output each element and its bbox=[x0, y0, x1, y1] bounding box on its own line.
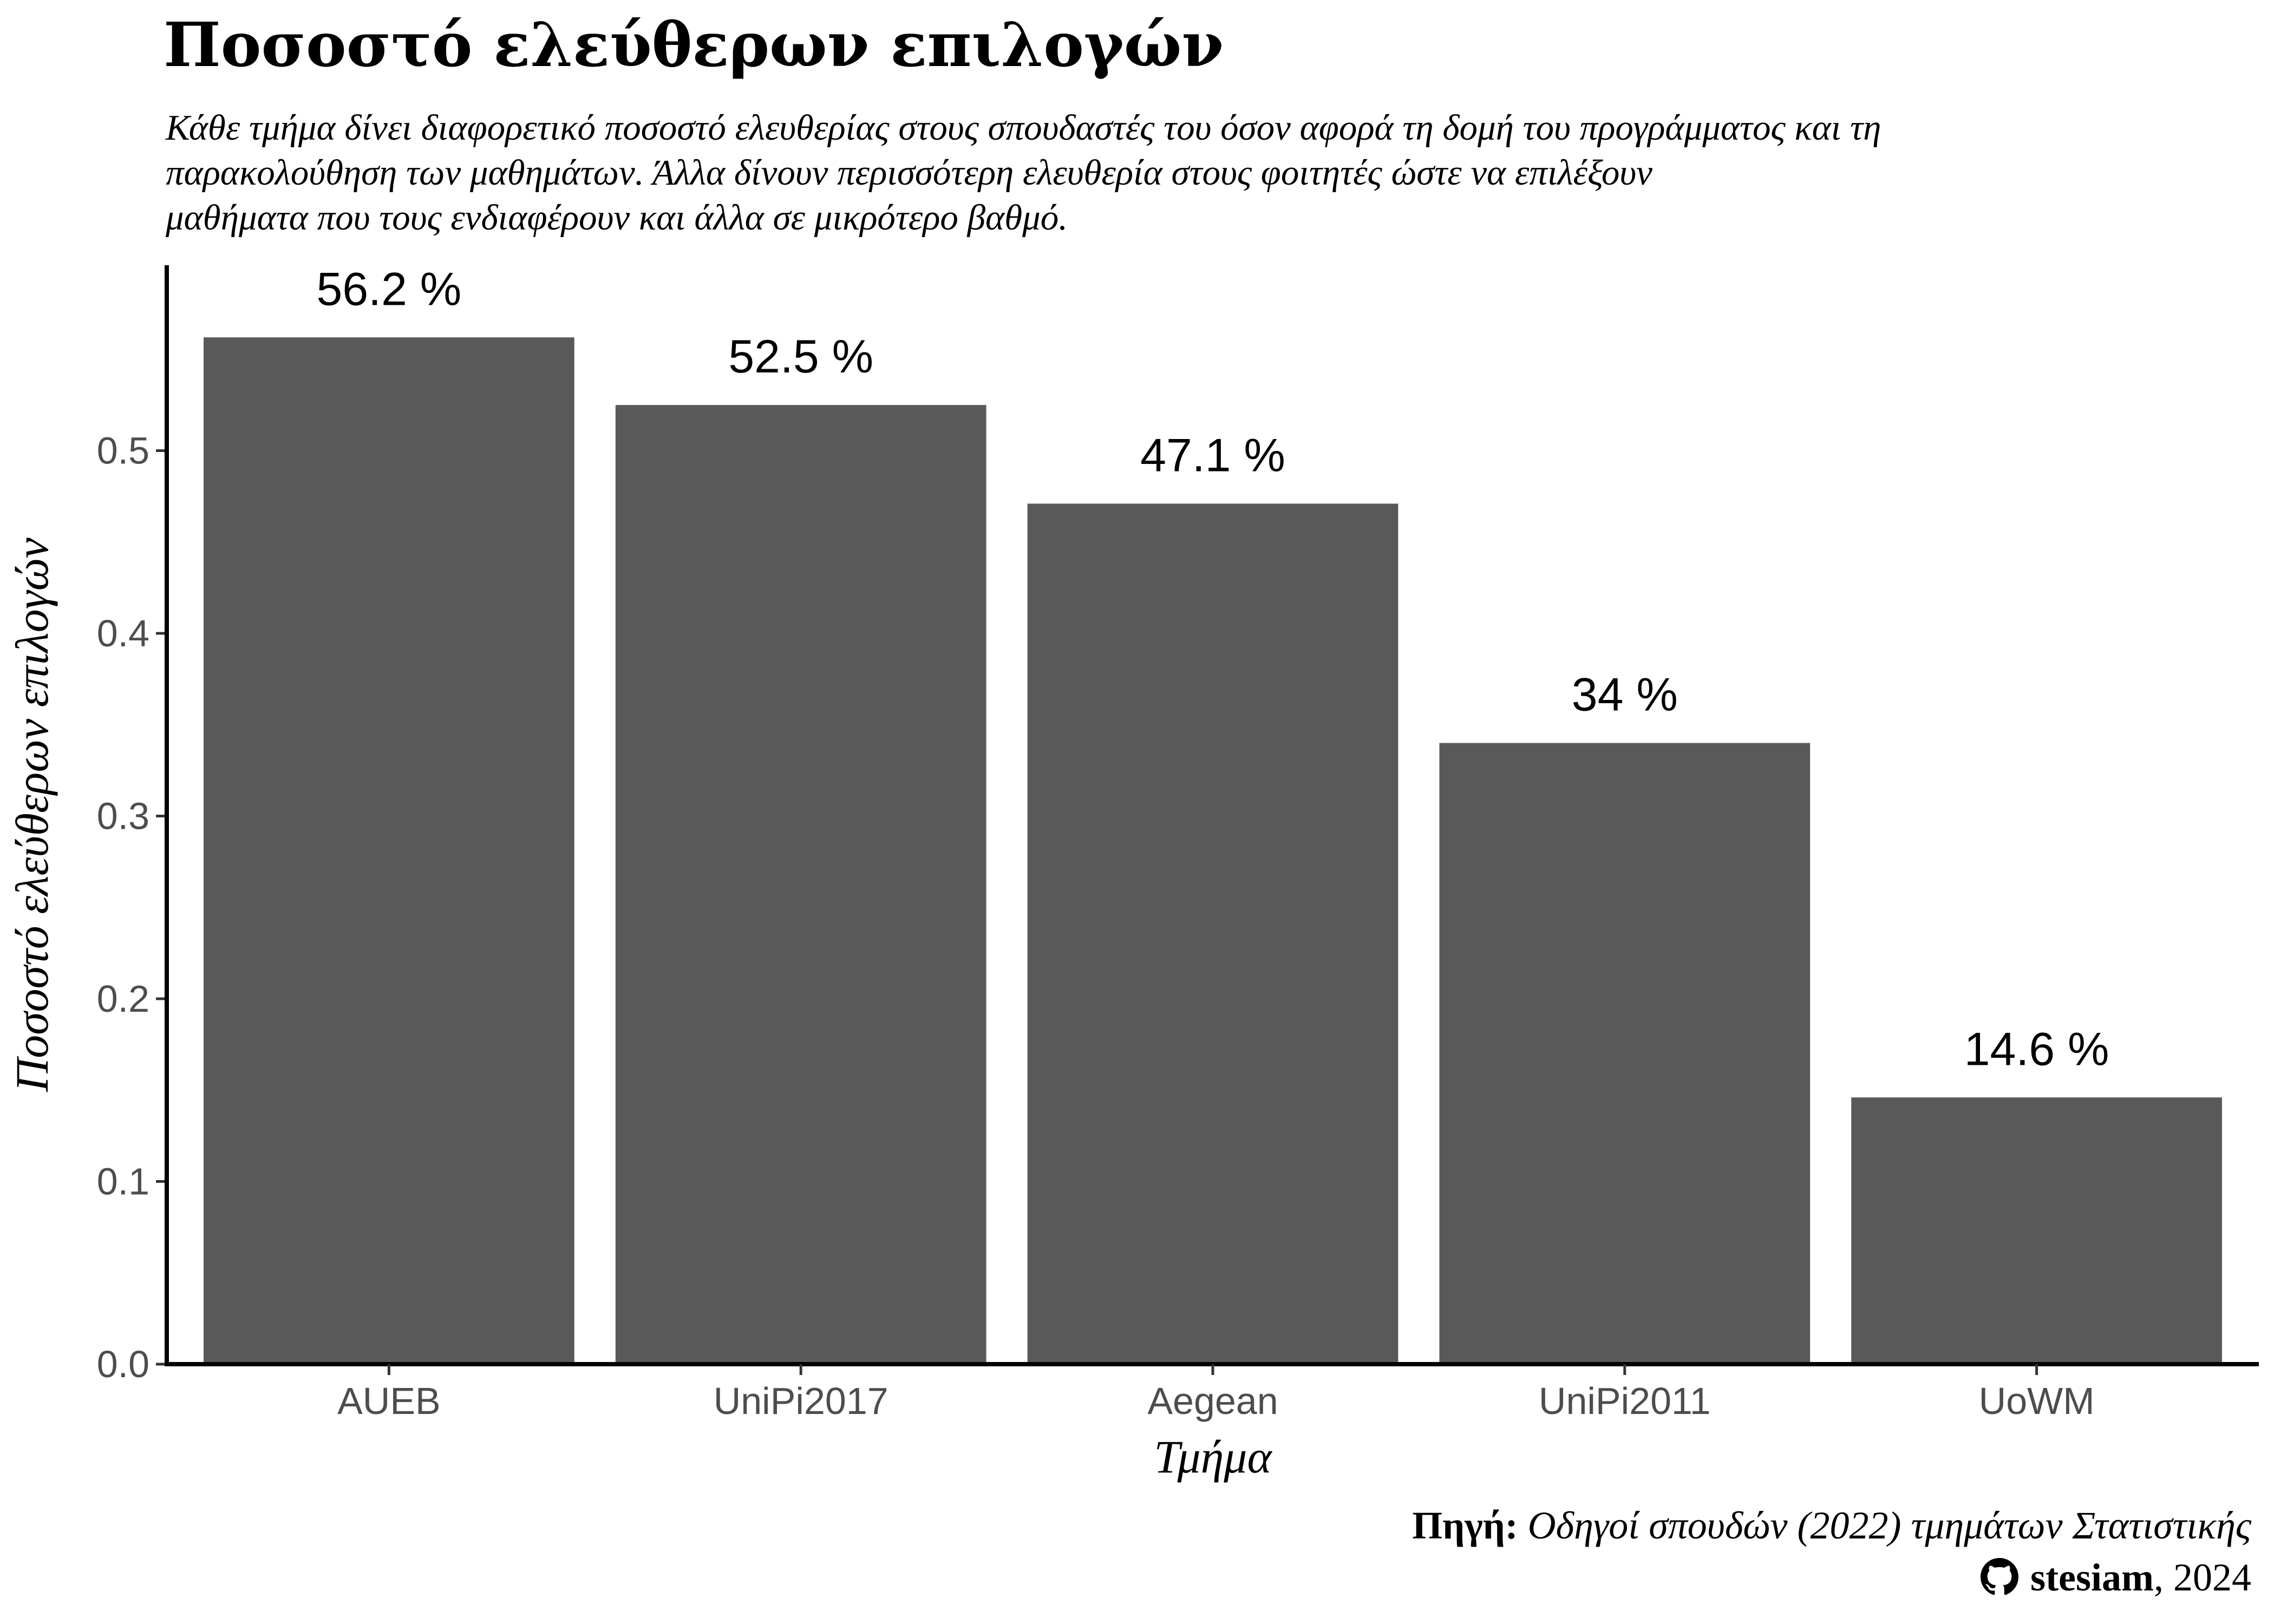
y-tick-label: 0.4 bbox=[97, 612, 149, 654]
y-tick-label: 0.0 bbox=[97, 1343, 149, 1385]
bar bbox=[1439, 743, 1811, 1364]
x-axis-ticks: AUEB UniPi2017 Aegean UniPi2011 UoWM bbox=[337, 1364, 2095, 1422]
bar-chart: 0.0 0.1 0.2 0.3 0.4 0.5 56.2 % 52.5 % 47.1 % 34 … bbox=[6, 263, 2259, 1483]
bar-value-label: 14.6 % bbox=[1964, 1023, 2109, 1075]
x-tick-label: UoWM bbox=[1979, 1380, 2095, 1422]
github-icon bbox=[1981, 1558, 2019, 1595]
y-tick-label: 0.3 bbox=[97, 795, 149, 837]
subtitle-line: μαθήματα που τους ενδιαφέρουν και άλλα σ… bbox=[166, 198, 1068, 238]
source-label: Πηγή: bbox=[1412, 1504, 1518, 1547]
bars bbox=[204, 337, 2222, 1364]
bar-data-labels: 56.2 % 52.5 % 47.1 % 34 % 14.6 % bbox=[317, 263, 2109, 1075]
bar bbox=[615, 405, 986, 1364]
y-tick-label: 0.1 bbox=[97, 1161, 149, 1203]
bar-value-label: 34 % bbox=[1572, 669, 1678, 721]
source-line: Πηγή: Οδηγοί σπουδών (2022) τμημάτων Στα… bbox=[1412, 1499, 2251, 1551]
subtitle-line: Κάθε τμήμα δίνει διαφορετικό ποσοστό ελε… bbox=[166, 108, 1881, 148]
bar bbox=[1027, 503, 1399, 1364]
y-axis-title: Ποσοστό ελεύθερων επιλογών bbox=[6, 537, 58, 1092]
y-axis-ticks: 0.0 0.1 0.2 0.3 0.4 0.5 bbox=[97, 430, 167, 1385]
author-name: stesiam bbox=[2030, 1556, 2154, 1599]
bar bbox=[1851, 1097, 2222, 1364]
x-axis-title: Τμήμα bbox=[1154, 1431, 1272, 1483]
x-tick-label: UniPi2011 bbox=[1539, 1380, 1711, 1422]
chart-caption: Πηγή: Οδηγοί σπουδών (2022) τμημάτων Στα… bbox=[1412, 1499, 2251, 1603]
chart-title: Ποσοστό ελεύθερων επιλογών bbox=[164, 10, 1224, 81]
x-tick-label: UniPi2017 bbox=[714, 1380, 888, 1422]
bar bbox=[204, 337, 574, 1364]
author-line: stesiam, 2024 bbox=[1412, 1551, 2251, 1603]
author-year: , 2024 bbox=[2154, 1556, 2251, 1599]
bar-value-label: 56.2 % bbox=[317, 263, 462, 315]
y-tick-label: 0.2 bbox=[97, 978, 149, 1020]
source-text: Οδηγοί σπουδών (2022) τμημάτων Στατιστικ… bbox=[1527, 1504, 2251, 1547]
bar-value-label: 47.1 % bbox=[1140, 429, 1285, 481]
x-tick-label: Aegean bbox=[1147, 1380, 1278, 1422]
y-tick-label: 0.5 bbox=[97, 430, 149, 472]
bar-value-label: 52.5 % bbox=[728, 331, 873, 383]
subtitle-line: παρακολούθηση των μαθημάτων. Άλλα δίνουν… bbox=[166, 153, 1652, 193]
chart-subtitle: Κάθε τμήμα δίνει διαφορετικό ποσοστό ελε… bbox=[166, 106, 2169, 240]
x-tick-label: AUEB bbox=[337, 1380, 441, 1422]
